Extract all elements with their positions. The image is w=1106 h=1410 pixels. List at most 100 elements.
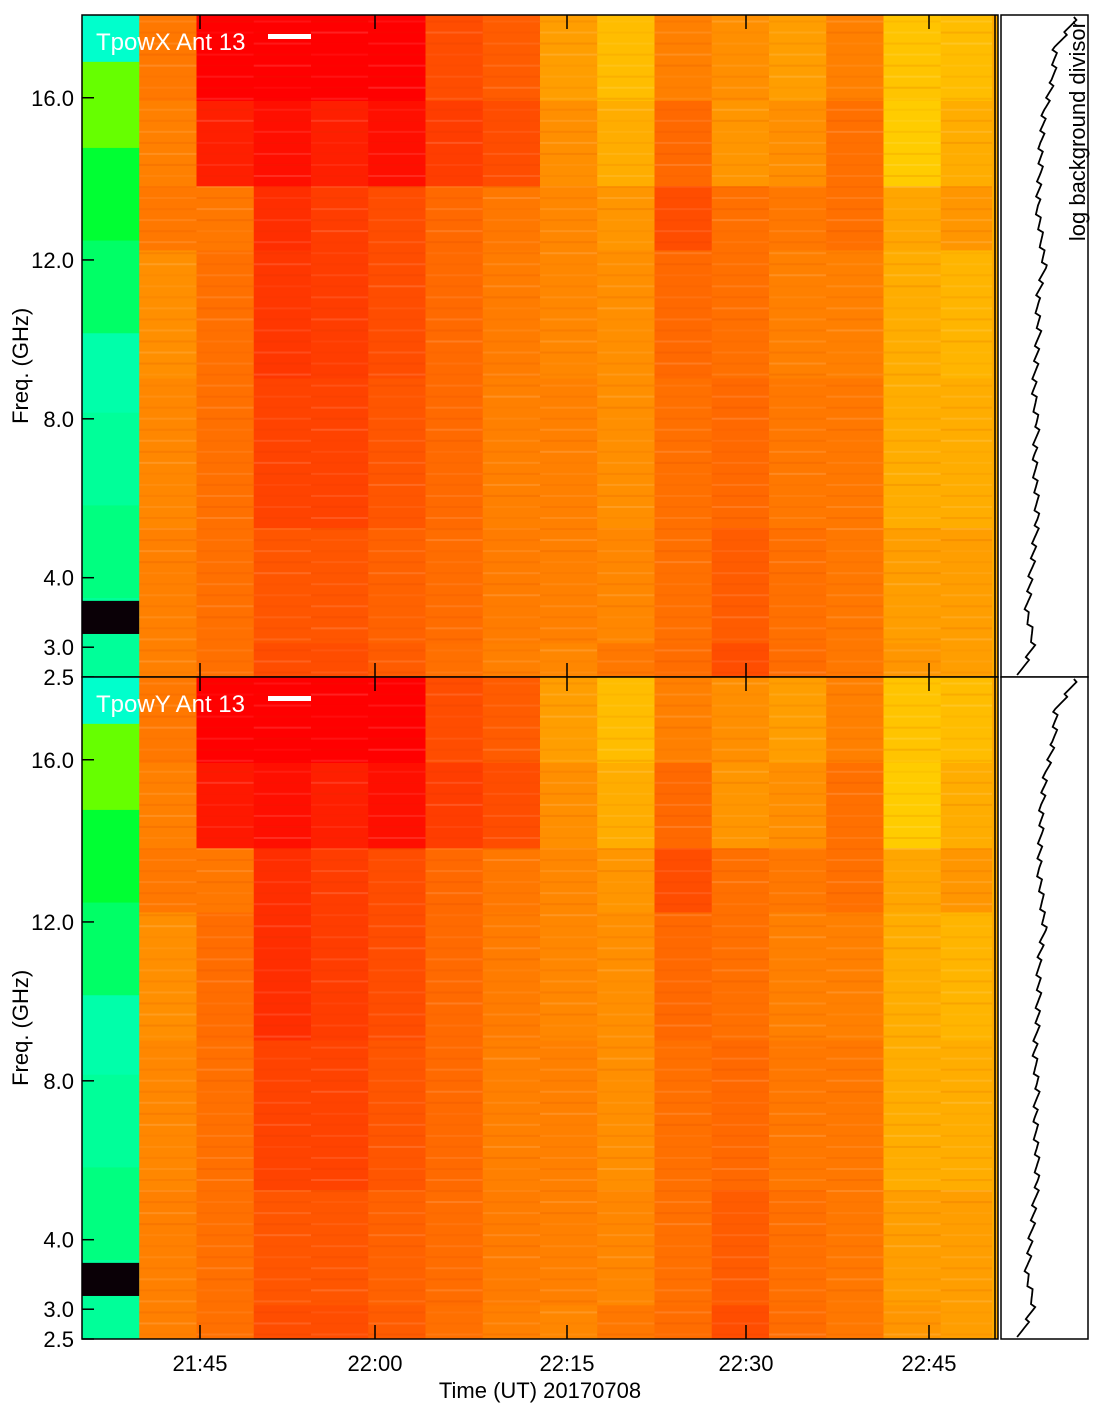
heatmap-stripe — [139, 715, 197, 718]
heatmap-cell — [540, 847, 598, 913]
heatmap-stripe — [368, 1123, 426, 1126]
heatmap-stripe — [196, 539, 254, 542]
heatmap-stripe — [196, 263, 254, 266]
heatmap-stripe — [826, 208, 884, 211]
heatmap-stripe — [368, 649, 426, 652]
heatmap-stripe — [940, 505, 998, 508]
heatmap-stripe — [425, 395, 483, 398]
heatmap-stripe — [311, 483, 369, 486]
heatmap-stripe — [196, 1046, 254, 1049]
heatmap-stripe — [826, 86, 884, 89]
heatmap-cell — [826, 1040, 884, 1191]
heatmap-stripe — [311, 461, 369, 464]
heatmap-stripe — [540, 108, 598, 111]
heatmap-stripe — [654, 1322, 712, 1325]
heatmap-stripe — [711, 208, 769, 211]
heatmap-cell — [597, 527, 655, 644]
heatmap-stripe — [597, 1179, 655, 1182]
heatmap-stripe — [253, 208, 311, 211]
heatmap-stripe — [597, 53, 655, 56]
heatmap-stripe — [540, 340, 598, 343]
heatmap-stripe — [540, 583, 598, 586]
heatmap-stripe — [425, 1267, 483, 1270]
heatmap-cell — [769, 378, 827, 529]
heatmap-stripe — [883, 682, 941, 685]
heatmap-stripe — [368, 1179, 426, 1182]
heatmap-stripe — [597, 693, 655, 696]
heatmap-stripe — [368, 638, 426, 641]
heatmap-stripe — [482, 373, 540, 376]
heatmap-stripe — [482, 991, 540, 994]
heatmap-stripe — [711, 682, 769, 685]
heatmap-stripe — [311, 914, 369, 917]
heatmap-stripe — [597, 108, 655, 111]
heatmap-stripe — [597, 682, 655, 685]
heatmap-stripe — [253, 528, 311, 531]
heatmap-stripe — [368, 958, 426, 961]
heatmap-stripe — [540, 693, 598, 696]
heatmap-stripe — [769, 494, 827, 497]
heatmap-stripe — [654, 649, 712, 652]
heatmap-cell — [196, 762, 255, 849]
heatmap-cells — [82, 677, 999, 1340]
heatmap-stripe — [540, 384, 598, 387]
heatmap-stripe — [940, 1190, 998, 1193]
heatmap-stripe — [253, 1024, 311, 1027]
heatmap-stripe — [425, 141, 483, 144]
heatmap-stripe — [540, 958, 598, 961]
side-panel-frame — [1000, 676, 1089, 1340]
heatmap-cell — [711, 100, 770, 187]
heatmap-stripe — [940, 947, 998, 950]
heatmap-stripe — [139, 252, 197, 255]
heatmap-stripe — [368, 925, 426, 928]
heatmap-stripe — [654, 781, 712, 784]
heatmap-stripe — [769, 97, 827, 100]
heatmap-stripe — [196, 31, 254, 34]
heatmap-stripe — [368, 285, 426, 288]
heatmap-stripe — [482, 163, 540, 166]
heatmap-stripe — [540, 329, 598, 332]
heatmap-stripe — [654, 119, 712, 122]
heatmap-stripe — [711, 461, 769, 464]
heatmap-stripe — [711, 263, 769, 266]
heatmap-stripe — [253, 1167, 311, 1170]
heatmap-stripe — [883, 914, 941, 917]
heatmap-stripe — [769, 384, 827, 387]
heatmap-stripe — [940, 759, 998, 762]
heatmap-cell — [482, 378, 541, 529]
heatmap-stripe — [311, 340, 369, 343]
heatmap-stripe — [883, 781, 941, 784]
heatmap-stripe — [482, 494, 540, 497]
heatmap-stripe — [597, 638, 655, 641]
heatmap-stripe — [597, 1101, 655, 1104]
heatmap-stripe — [540, 803, 598, 806]
heatmap-stripe — [196, 1201, 254, 1204]
heatmap-stripe — [139, 1002, 197, 1005]
heatmap-stripe — [311, 53, 369, 56]
heatmap-stripe — [711, 1156, 769, 1159]
heatmap-stripe — [769, 870, 827, 873]
heatmap-stripe — [597, 130, 655, 133]
heatmap-stripe — [826, 517, 884, 520]
heatmap-stripe — [139, 329, 197, 332]
heatmap-stripe — [940, 528, 998, 531]
heatmap-stripe — [368, 417, 426, 420]
heatmap-stripe — [940, 42, 998, 45]
heatmap-stripe — [654, 914, 712, 917]
heatmap-stripe — [540, 1046, 598, 1049]
heatmap-stripe — [597, 572, 655, 575]
heatmap-stripe — [711, 472, 769, 475]
heatmap-stripe — [769, 163, 827, 166]
heatmap-stripe — [368, 373, 426, 376]
heatmap-stripe — [940, 572, 998, 575]
heatmap-cell — [253, 249, 312, 379]
heatmap-stripe — [482, 561, 540, 564]
heatmap-stripe — [940, 649, 998, 652]
heatmap-stripe — [711, 594, 769, 597]
heatmap-stripe — [482, 119, 540, 122]
heatmap-stripe — [253, 539, 311, 542]
heatmap-stripe — [139, 130, 197, 133]
heatmap-stripe — [826, 483, 884, 486]
heatmap-stripe — [311, 759, 369, 762]
heatmap-stripe — [425, 373, 483, 376]
